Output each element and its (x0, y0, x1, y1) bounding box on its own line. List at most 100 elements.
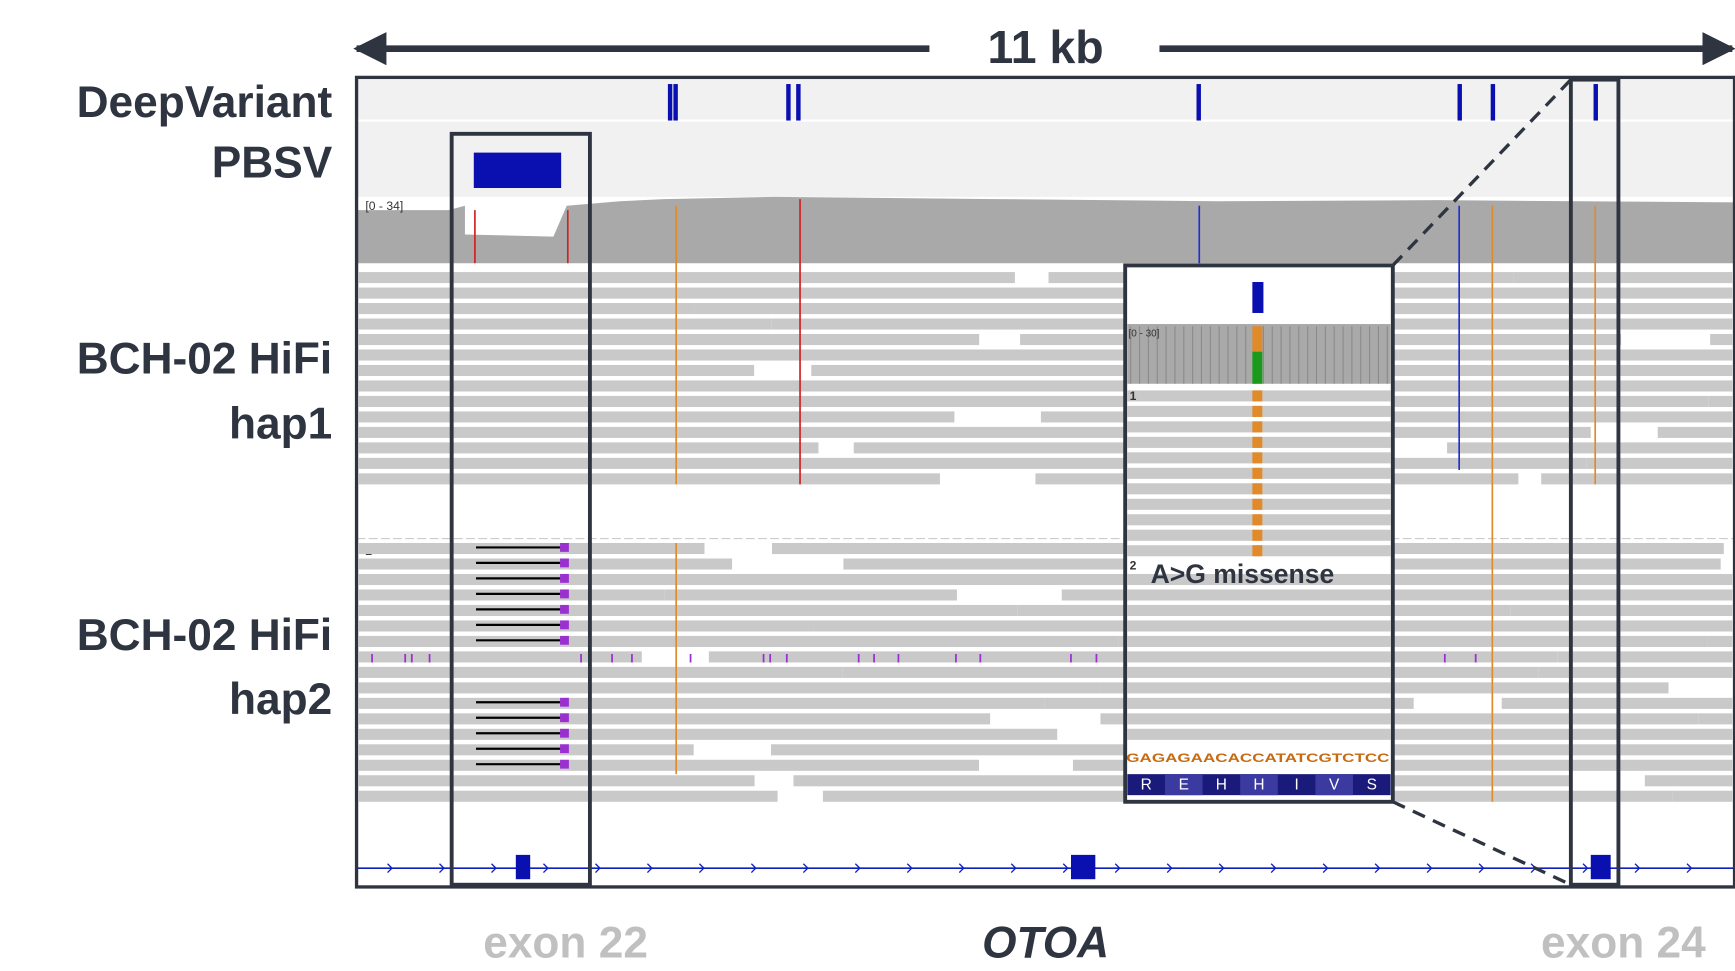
page: {"scale_label": "11 kb", "track_labels":… (0, 0, 1735, 971)
read (1514, 272, 1732, 283)
insertion-mark: I (370, 651, 373, 665)
scale-label: 11 kb (987, 21, 1103, 73)
mismatch (1252, 452, 1262, 463)
read (359, 775, 755, 786)
read (359, 682, 1100, 693)
sv-deletion (474, 153, 561, 188)
read (1557, 651, 1732, 662)
read (1127, 729, 1390, 740)
variant-call (796, 84, 800, 120)
read (359, 791, 778, 802)
variant-call (786, 84, 790, 120)
variant-track (357, 80, 1735, 120)
coverage-range: [0 - 34] (365, 199, 403, 213)
gene-label: OTOA (982, 918, 1109, 967)
read (1127, 713, 1390, 724)
insertion-mark: I (1095, 651, 1098, 665)
read (1127, 682, 1390, 693)
allele-bar (1252, 352, 1262, 384)
insertion-mark: I (1443, 651, 1446, 665)
insertion-mark: I (897, 651, 900, 665)
read (695, 303, 1153, 314)
amino-acid: H (1216, 776, 1227, 793)
exon (516, 855, 530, 879)
insertion-mark: I (610, 651, 613, 665)
insertion (560, 620, 569, 629)
read (359, 303, 695, 314)
coverage-range: [0 - 30] (1128, 329, 1159, 340)
insertion-mark: I (410, 651, 413, 665)
read (359, 396, 1223, 407)
mismatch (1252, 421, 1262, 432)
insertion-mark: I (762, 651, 765, 665)
read (359, 620, 814, 631)
read (1127, 589, 1390, 600)
exon (1591, 855, 1611, 879)
read (359, 272, 1015, 283)
haplotype-label: hap1 (229, 400, 332, 449)
variant-call (673, 84, 677, 120)
exon (1071, 855, 1095, 879)
amino-acids: REHHIVS (1141, 774, 1377, 795)
mismatch (1252, 468, 1262, 479)
read (1658, 427, 1733, 438)
insertion-mark: I (979, 651, 982, 665)
read (1708, 396, 1732, 407)
amino-acid: V (1329, 776, 1340, 793)
insertion-mark: I (954, 651, 957, 665)
amino-acid: H (1253, 776, 1264, 793)
amino-acid: I (1294, 776, 1298, 793)
mismatch (1252, 390, 1262, 401)
read (1127, 605, 1390, 616)
read (359, 698, 1044, 709)
insertion (560, 589, 569, 598)
insertion (560, 713, 569, 722)
insertion-mark: I (785, 651, 788, 665)
haplotype-label: hap2 (229, 675, 332, 724)
variant-call (1197, 84, 1201, 120)
amino-acid: E (1179, 776, 1189, 793)
read (1379, 288, 1733, 299)
read (359, 605, 1018, 616)
inset: [0 - 30] 1 2 A>G missense GAGAGAACACCATA… (1125, 265, 1393, 801)
insertion-mark: I (857, 651, 860, 665)
insertion-mark: I (579, 651, 582, 665)
amino-acid: S (1367, 776, 1377, 793)
insertion (560, 574, 569, 583)
read (1398, 349, 1732, 360)
amino-acid: R (1141, 776, 1152, 793)
read (359, 319, 772, 330)
insertion (560, 605, 569, 614)
insertion-mark: I (1069, 651, 1072, 665)
read (1672, 791, 1732, 802)
read (359, 473, 940, 484)
sample-label: BCH-02 HiFi (77, 611, 333, 660)
mismatch (1252, 530, 1262, 541)
read (1447, 442, 1732, 453)
insertion (560, 744, 569, 753)
annotation: A>G missense (1151, 559, 1335, 589)
insertion-mark: I (428, 651, 431, 665)
insertion (560, 760, 569, 769)
variant-call (668, 84, 672, 120)
read (359, 411, 955, 422)
read (1389, 760, 1732, 771)
read (1127, 636, 1390, 647)
insertion (560, 729, 569, 738)
inset-variant (1252, 282, 1263, 313)
insertion (560, 698, 569, 707)
group-label: 1 (1130, 389, 1137, 403)
read (1702, 620, 1732, 631)
insertion (560, 558, 569, 567)
read (359, 636, 1119, 647)
insertion-mark: I (689, 651, 692, 665)
insertion-mark: I (404, 651, 407, 665)
allele-bar (1252, 326, 1262, 351)
read (359, 651, 642, 662)
read (1645, 775, 1732, 786)
read (1359, 365, 1733, 376)
mismatch (1252, 545, 1262, 556)
read (359, 458, 1214, 469)
read (1127, 667, 1390, 678)
